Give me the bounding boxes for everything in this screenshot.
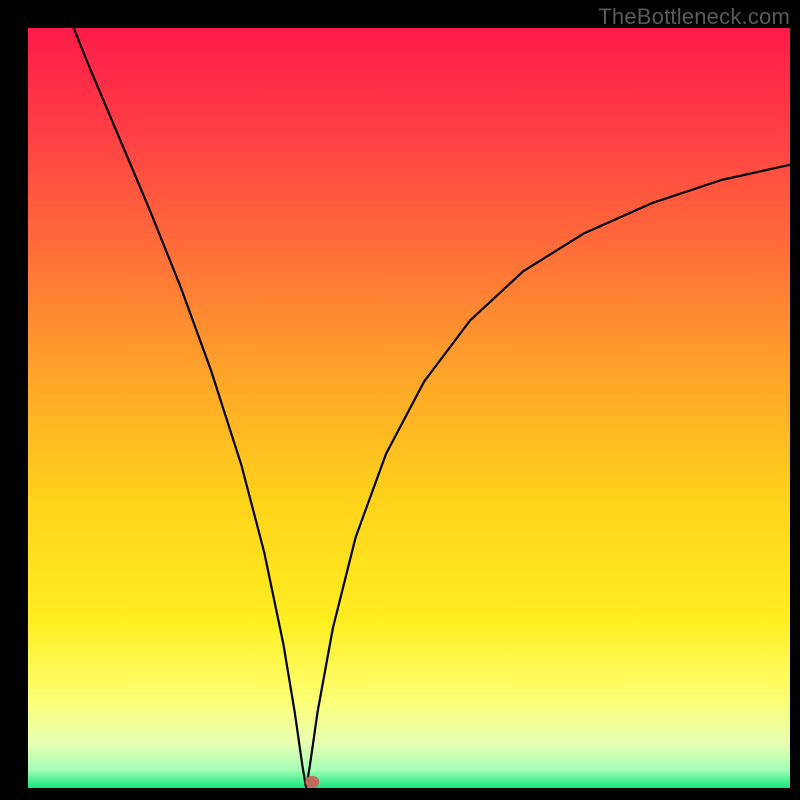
chart-container: TheBottleneck.com [0, 0, 800, 800]
plot-area [28, 28, 790, 788]
optimum-marker [305, 776, 319, 788]
watermark-text: TheBottleneck.com [598, 4, 790, 30]
plot-svg [28, 28, 790, 788]
